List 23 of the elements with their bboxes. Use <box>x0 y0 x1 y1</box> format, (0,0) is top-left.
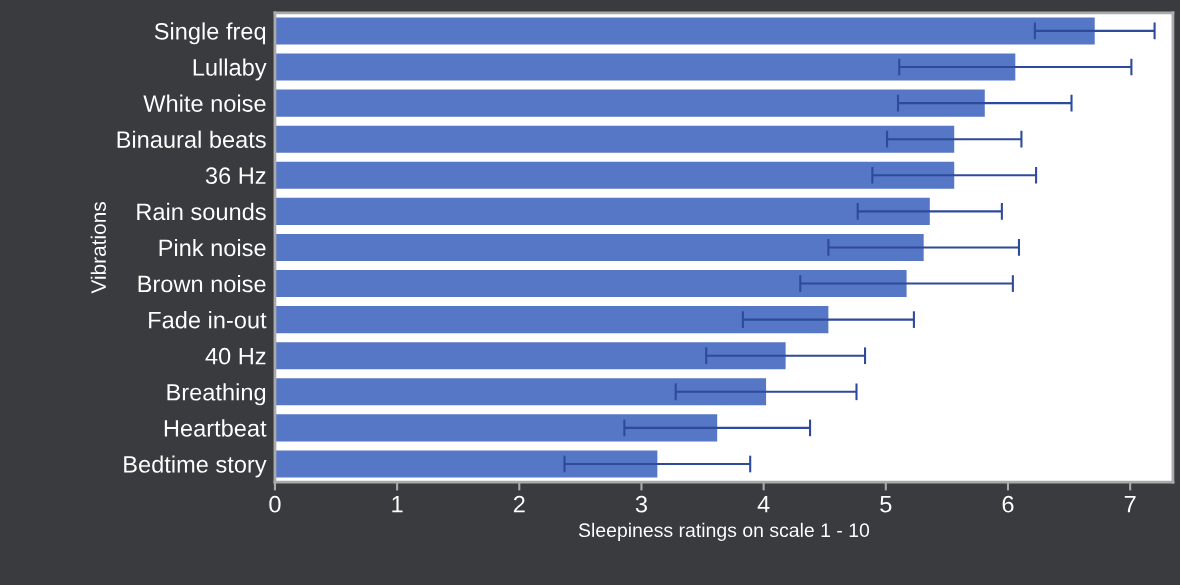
y-axis-title: Vibrations <box>90 202 106 294</box>
y-tick-label: White noise <box>143 94 266 112</box>
x-tick-label: 6 <box>1002 495 1014 513</box>
y-tick-label: 40 Hz <box>205 347 266 365</box>
y-tick-label: Lullaby <box>193 58 267 81</box>
y-tick-label: Brown noise <box>138 274 266 293</box>
x-tick-label: 2 <box>513 495 525 513</box>
y-tick-label: Fade in-out <box>149 311 267 329</box>
x-tick-label: 1 <box>392 496 403 513</box>
y-tick-label: Heartbeat <box>164 419 267 437</box>
x-axis-title: Sleepiness ratings on scale 1 - 10 <box>578 522 870 541</box>
x-tick-label: 0 <box>269 495 281 513</box>
y-tick-label: Binaural beats <box>117 130 266 148</box>
y-tick-label: Single freq <box>154 22 266 45</box>
x-tick-label: 7 <box>1124 496 1136 513</box>
y-tick-label: Pink noise <box>159 238 266 257</box>
y-tick-label: Rain sounds <box>137 202 266 221</box>
x-tick-label: 4 <box>757 496 770 513</box>
y-tick-label: 36 Hz <box>205 167 266 185</box>
x-tick-label: 5 <box>880 496 892 513</box>
y-tick-label: Breathing <box>167 383 266 406</box>
x-tick-label: 3 <box>635 495 647 513</box>
y-tick-label: Bedtime story <box>124 455 267 478</box>
